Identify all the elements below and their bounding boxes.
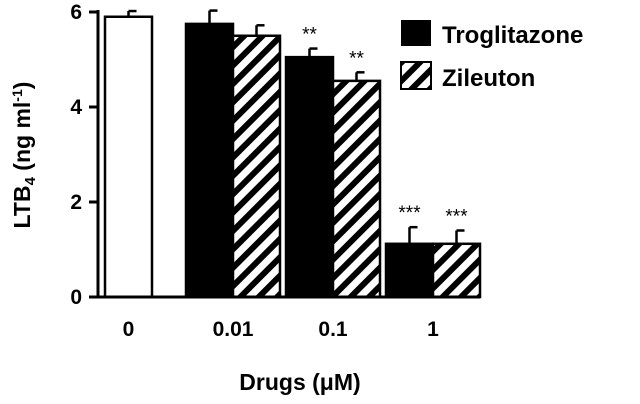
bar-zileuton-3	[431, 242, 482, 299]
legend-label-zileuton: Zileuton	[442, 65, 535, 92]
bar-control	[103, 15, 154, 299]
y-tick-label-0: 0	[70, 286, 82, 309]
bar-troglitazone-3	[384, 242, 435, 299]
y-tick-label-1: 2	[70, 191, 82, 214]
bar-zileuton-2	[331, 79, 382, 299]
y-tick-label-2: 4	[70, 96, 82, 119]
x-axis-title: Drugs (μM)	[239, 369, 360, 395]
bar-troglitazone-2-significance: **	[302, 25, 317, 46]
x-tick-label-0: 0	[123, 318, 135, 341]
bar-zileuton-1	[231, 34, 282, 299]
x-tick-label-3: 1	[427, 318, 439, 341]
x-tick-label-2: 0.1	[318, 318, 348, 341]
bar-troglitazone-2	[284, 55, 335, 299]
legend-swatch-troglitazone	[401, 20, 431, 46]
legend: Troglitazone Zileuton	[400, 20, 583, 92]
bar-troglitazone-1	[184, 22, 235, 299]
legend-swatch-zileuton	[400, 61, 432, 90]
bar-troglitazone-3-significance: ***	[398, 203, 421, 224]
y-axis-title: LTB4 (ng ml-1)	[9, 82, 39, 229]
y-tick-label-3: 6	[70, 1, 82, 24]
bar-zileuton-3-significance: ***	[445, 207, 468, 228]
legend-label-troglitazone: Troglitazone	[442, 22, 583, 49]
x-tick-label-1: 0.01	[213, 318, 254, 341]
bar-zileuton-2-significance: **	[349, 48, 364, 69]
